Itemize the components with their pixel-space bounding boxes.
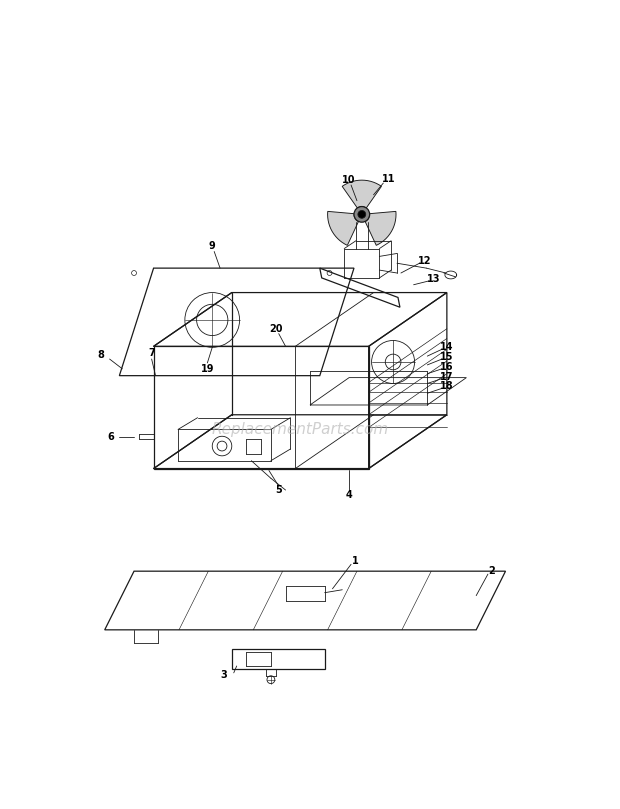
Text: 4: 4 xyxy=(346,490,353,500)
Text: 7: 7 xyxy=(148,348,155,358)
Text: 3: 3 xyxy=(221,670,228,680)
Text: 20: 20 xyxy=(269,324,283,334)
Text: 2: 2 xyxy=(489,566,495,576)
Circle shape xyxy=(358,210,366,218)
Text: 1: 1 xyxy=(352,557,358,566)
Text: 5: 5 xyxy=(275,485,282,495)
Text: 16: 16 xyxy=(440,362,454,372)
Text: ReplacementParts.com: ReplacementParts.com xyxy=(211,422,389,437)
Polygon shape xyxy=(327,211,358,245)
Text: 9: 9 xyxy=(209,240,216,251)
Text: 11: 11 xyxy=(381,174,395,184)
Circle shape xyxy=(354,206,370,222)
Text: 8: 8 xyxy=(98,350,105,360)
Text: 19: 19 xyxy=(201,364,214,374)
Text: 15: 15 xyxy=(440,352,454,362)
Polygon shape xyxy=(365,211,396,245)
Text: 13: 13 xyxy=(427,274,441,284)
Text: 18: 18 xyxy=(440,381,454,392)
Text: 12: 12 xyxy=(418,256,431,266)
Text: 10: 10 xyxy=(342,175,356,185)
Text: 17: 17 xyxy=(440,371,454,382)
Text: 6: 6 xyxy=(108,432,115,443)
Text: 14: 14 xyxy=(440,342,454,352)
Polygon shape xyxy=(342,180,381,208)
